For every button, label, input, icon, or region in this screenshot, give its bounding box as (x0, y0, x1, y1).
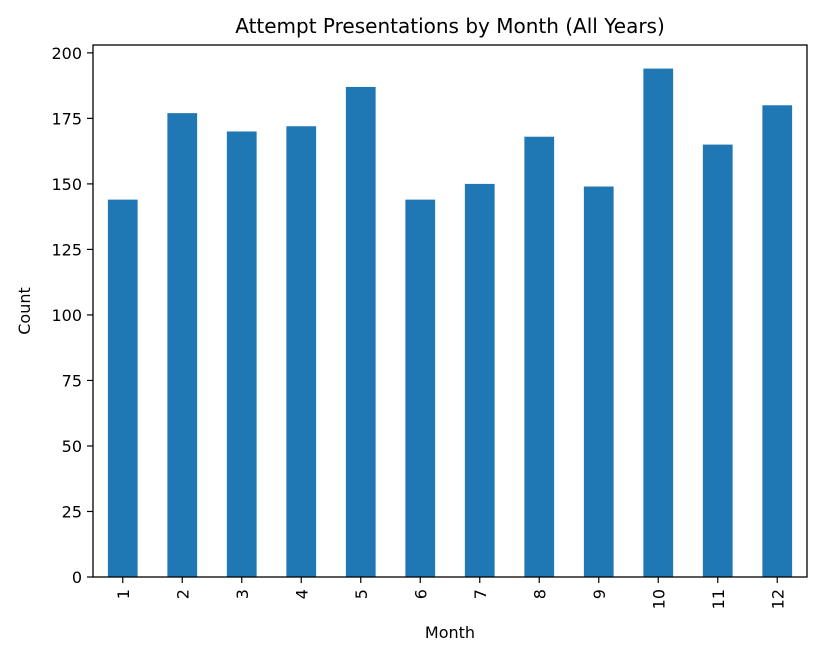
x-tick-label: 2 (173, 589, 192, 599)
bar-month-2 (167, 113, 198, 577)
y-tick-label: 0 (72, 568, 82, 587)
x-tick-label: 10 (649, 589, 668, 609)
y-tick-label: 75 (62, 371, 82, 390)
y-tick-label: 50 (62, 437, 82, 456)
bar-month-8 (524, 136, 555, 578)
y-tick-label: 100 (51, 306, 82, 325)
bar-month-12 (762, 105, 793, 577)
bar-month-5 (345, 86, 376, 578)
bar-month-3 (226, 131, 257, 577)
bar-month-9 (583, 186, 614, 577)
bar-month-4 (286, 126, 317, 577)
x-tick-label: 8 (530, 589, 549, 599)
bar-month-7 (464, 183, 495, 577)
y-tick-label: 150 (51, 175, 82, 194)
y-tick-label: 25 (62, 502, 82, 521)
x-tick-label: 5 (352, 589, 371, 599)
y-axis: 0 25 50 75 100 125 150 175 200 (51, 44, 93, 587)
bars-group (107, 68, 793, 578)
bar-month-10 (643, 68, 674, 577)
x-tick-label: 7 (471, 589, 490, 599)
plot-frame (92, 44, 808, 578)
x-tick-label: 4 (292, 589, 311, 599)
x-axis: 1 2 3 4 5 6 7 8 9 10 11 12 (114, 577, 787, 609)
bar-month-6 (405, 199, 436, 577)
y-tick-label: 175 (51, 109, 82, 128)
chart-title: Attempt Presentations by Month (All Year… (235, 14, 665, 38)
bar-month-1 (107, 199, 138, 577)
x-tick-label: 1 (114, 589, 133, 599)
y-tick-label: 200 (51, 44, 82, 63)
y-axis-label: Count (15, 287, 34, 335)
x-tick-label: 6 (411, 589, 430, 599)
x-tick-label: 3 (233, 589, 252, 599)
y-tick-label: 125 (51, 240, 82, 259)
x-tick-label: 12 (768, 589, 787, 609)
x-tick-label: 9 (590, 589, 609, 599)
x-tick-label: 11 (709, 589, 728, 609)
x-axis-label: Month (425, 623, 475, 642)
bar-month-11 (702, 144, 733, 577)
